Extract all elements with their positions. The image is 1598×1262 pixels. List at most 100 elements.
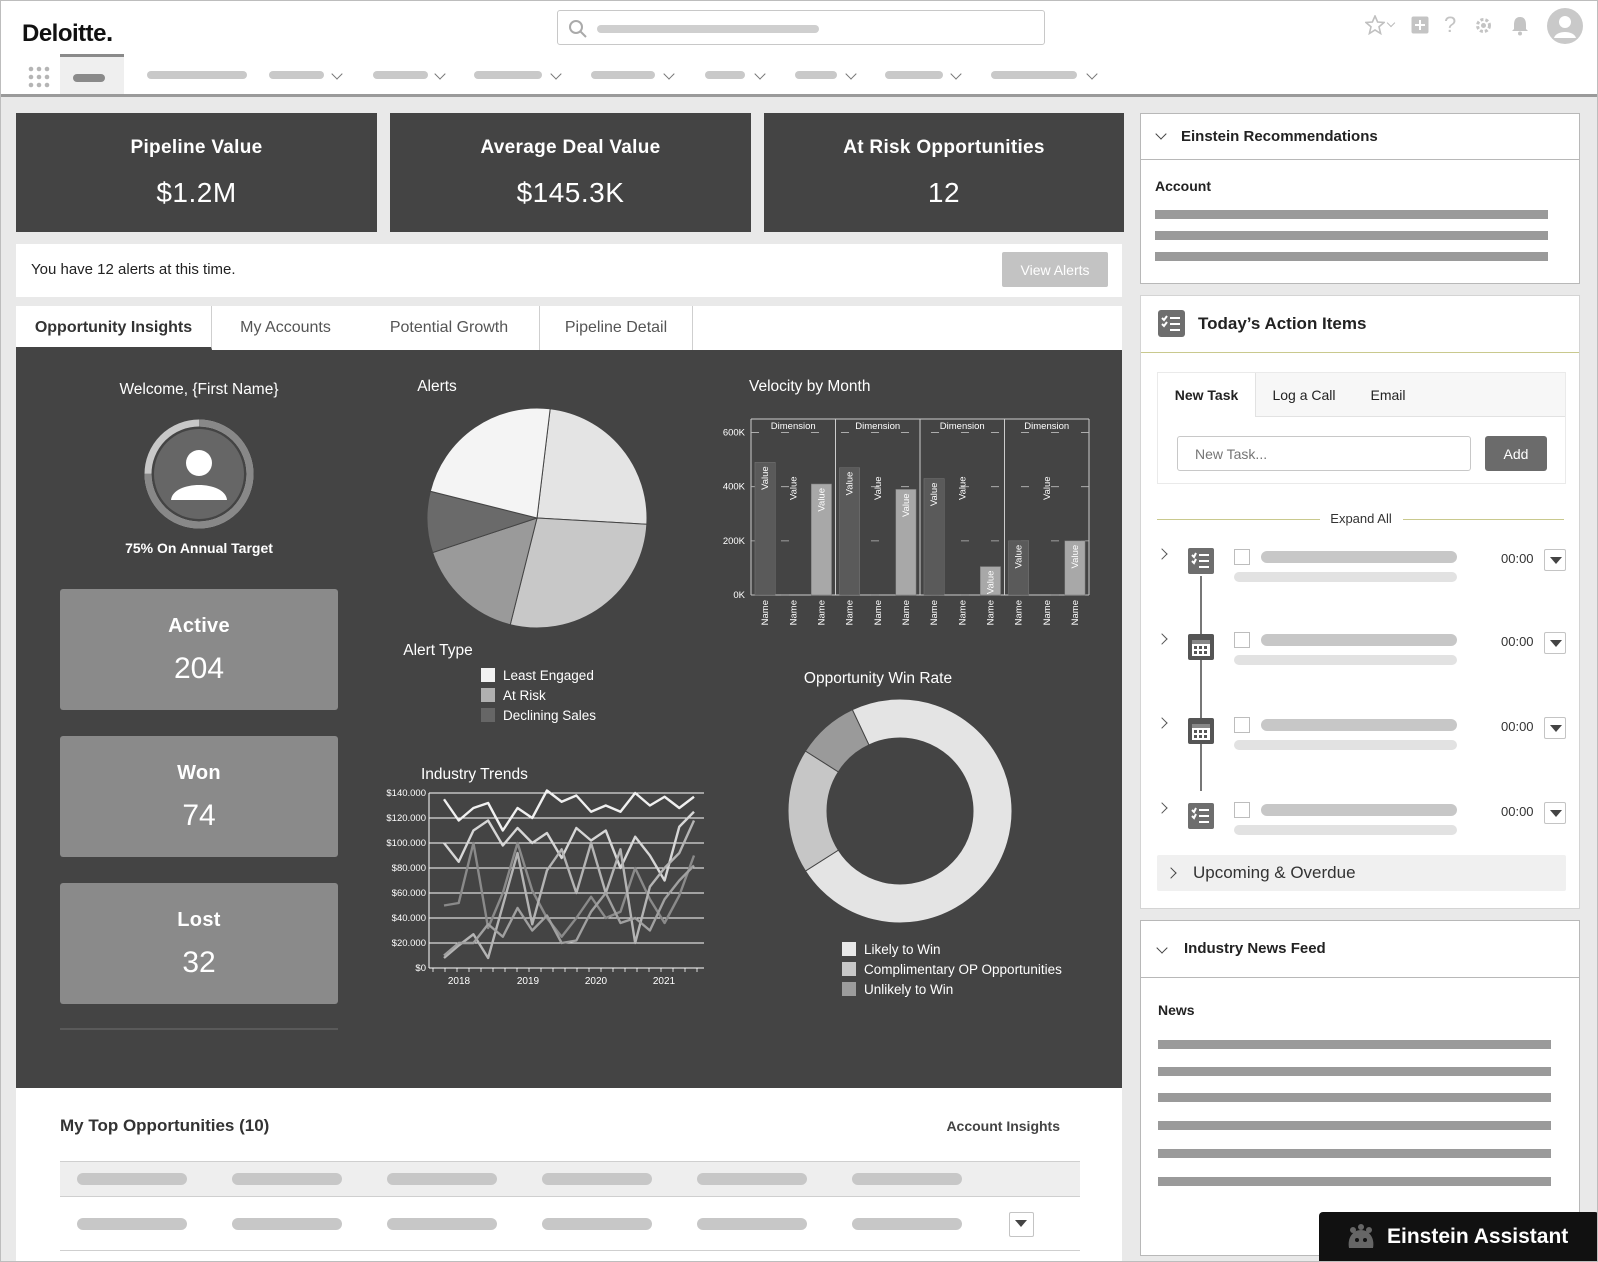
nav-item-7-chevron-down-icon[interactable] — [845, 68, 857, 80]
industry-trends-title: Industry Trends — [421, 766, 528, 783]
task-checkbox[interactable] — [1234, 802, 1250, 818]
tab-pipeline-detail[interactable]: Pipeline Detail — [540, 306, 693, 350]
task-actions-dropdown[interactable] — [1544, 717, 1566, 739]
news-line[interactable] — [1158, 1093, 1551, 1102]
stat-label: Active — [168, 615, 230, 637]
bar-value-label: Value — [788, 476, 799, 500]
nav-tab-home[interactable] — [60, 54, 124, 94]
global-add-icon[interactable] — [1411, 16, 1429, 34]
nav-item-6-chevron-down-icon[interactable] — [754, 68, 766, 80]
global-search[interactable] — [557, 10, 1045, 45]
bar — [980, 566, 1001, 596]
tab-email[interactable]: Email — [1370, 387, 1406, 403]
nav-item-9[interactable] — [991, 71, 1077, 79]
nav-item-9-chevron-down-icon[interactable] — [1086, 68, 1098, 80]
user-avatar-icon[interactable] — [1547, 8, 1583, 44]
nav-item-4[interactable] — [474, 71, 542, 79]
task-checkbox[interactable] — [1234, 717, 1250, 733]
chevron-right-icon — [1165, 867, 1177, 879]
nav-item-1[interactable] — [147, 71, 247, 79]
nav-item-3[interactable] — [373, 71, 428, 79]
tab-opportunity-insights[interactable]: Opportunity Insights — [16, 306, 212, 350]
favorites-chevron-down-icon[interactable] — [1386, 18, 1396, 28]
nav-item-8[interactable] — [885, 71, 943, 79]
settings-gear-icon[interactable] — [1474, 16, 1493, 35]
nav-item-4-chevron-down-icon[interactable] — [550, 68, 562, 80]
task-checkbox[interactable] — [1234, 549, 1250, 565]
bar-value-label: Value — [901, 493, 912, 517]
nav-item-3-chevron-down-icon[interactable] — [434, 68, 446, 80]
nav-item-7[interactable] — [795, 71, 837, 79]
todays-action-items-card: Today’s Action Items New Task Log a Call… — [1140, 295, 1580, 909]
y-tick-label: 600K — [723, 428, 746, 439]
nav-item-5[interactable] — [591, 71, 655, 79]
task-actions-dropdown[interactable] — [1544, 549, 1566, 571]
tab-my-accounts[interactable]: My Accounts — [240, 319, 331, 336]
expand-item-chevron-icon[interactable] — [1156, 548, 1168, 560]
expand-all-button[interactable]: Expand All — [1330, 511, 1392, 526]
task-checkbox[interactable] — [1234, 632, 1250, 648]
task-actions-dropdown[interactable] — [1544, 802, 1566, 824]
tab-potential-growth[interactable]: Potential Growth — [359, 306, 540, 350]
stat-label: Won — [177, 762, 221, 784]
velocity-bar-chart: 0K 200K 400K 600K Dimension Dimension Dimensio… — [723, 418, 1090, 625]
task-title-placeholder — [1261, 719, 1457, 731]
account-insights-link[interactable]: Account Insights — [946, 1118, 1060, 1134]
nav-item-8-chevron-down-icon[interactable] — [950, 68, 962, 80]
y-tick-label: $20.000 — [392, 938, 426, 949]
news-line[interactable] — [1158, 1149, 1551, 1158]
kpi-title: Average Deal Value — [480, 137, 661, 158]
news-line[interactable] — [1158, 1177, 1551, 1186]
row-actions-dropdown[interactable] — [1009, 1212, 1034, 1237]
expand-item-chevron-icon[interactable] — [1156, 802, 1168, 814]
help-icon[interactable]: ? — [1444, 12, 1457, 37]
legend-label: At Risk — [503, 688, 546, 703]
new-task-input[interactable] — [1177, 436, 1471, 471]
news-line[interactable] — [1158, 1040, 1551, 1049]
nav-item-6[interactable] — [705, 71, 745, 79]
app-launcher-icon[interactable] — [28, 66, 50, 88]
legend-label: Likely to Win — [864, 942, 941, 957]
calendar-icon — [1188, 634, 1214, 660]
group-label: Dimension — [771, 421, 816, 432]
legend-swatch — [842, 942, 856, 956]
collapse-chevron-icon[interactable] — [1156, 942, 1168, 954]
add-task-button[interactable]: Add — [1485, 436, 1547, 471]
collapse-chevron-icon[interactable] — [1155, 128, 1167, 140]
bar — [754, 462, 776, 596]
expand-item-chevron-icon[interactable] — [1156, 633, 1168, 645]
recommendation-line — [1155, 210, 1548, 219]
favorites-star-icon[interactable] — [1365, 15, 1385, 35]
x-tick-label: Name — [845, 600, 856, 625]
x-tick-label: Name — [1070, 600, 1081, 625]
news-line[interactable] — [1158, 1121, 1551, 1130]
series-line — [443, 810, 695, 882]
nav-item-2[interactable] — [269, 71, 324, 79]
x-tick-label: Name — [788, 600, 799, 625]
x-tick-label: Name — [816, 600, 827, 625]
group-label: Dimension — [1024, 421, 1069, 432]
alerts-message: You have 12 alerts at this time. — [31, 261, 236, 278]
nav-item-5-chevron-down-icon[interactable] — [663, 68, 675, 80]
view-alerts-button[interactable]: View Alerts — [1002, 252, 1108, 287]
notifications-bell-icon[interactable] — [1510, 15, 1530, 36]
group-label: Dimension — [940, 421, 985, 432]
y-tick-label: 200K — [723, 536, 746, 547]
deloitte-logo[interactable]: Deloitte. — [22, 17, 113, 47]
x-tick-label: Name — [901, 600, 912, 625]
upcoming-overdue-section[interactable]: Upcoming & Overdue — [1157, 855, 1566, 891]
einstein-recommendations-title: Einstein Recommendations — [1181, 128, 1378, 145]
alerts-pie-chart — [426, 407, 648, 629]
tab-new-task[interactable]: New Task — [1158, 373, 1256, 417]
nav-item-2-chevron-down-icon[interactable] — [331, 68, 343, 80]
tab-log-a-call[interactable]: Log a Call — [1272, 387, 1336, 403]
news-section-label: News — [1158, 1002, 1195, 1018]
news-line[interactable] — [1158, 1067, 1551, 1076]
task-actions-dropdown[interactable] — [1544, 632, 1566, 654]
expand-item-chevron-icon[interactable] — [1156, 717, 1168, 729]
einstein-assistant-button[interactable]: Einstein Assistant — [1319, 1212, 1597, 1261]
table-row[interactable] — [60, 1197, 1080, 1251]
bar — [1008, 540, 1029, 596]
alerts-legend: Least Engaged At Risk Declining Sales — [481, 666, 596, 726]
